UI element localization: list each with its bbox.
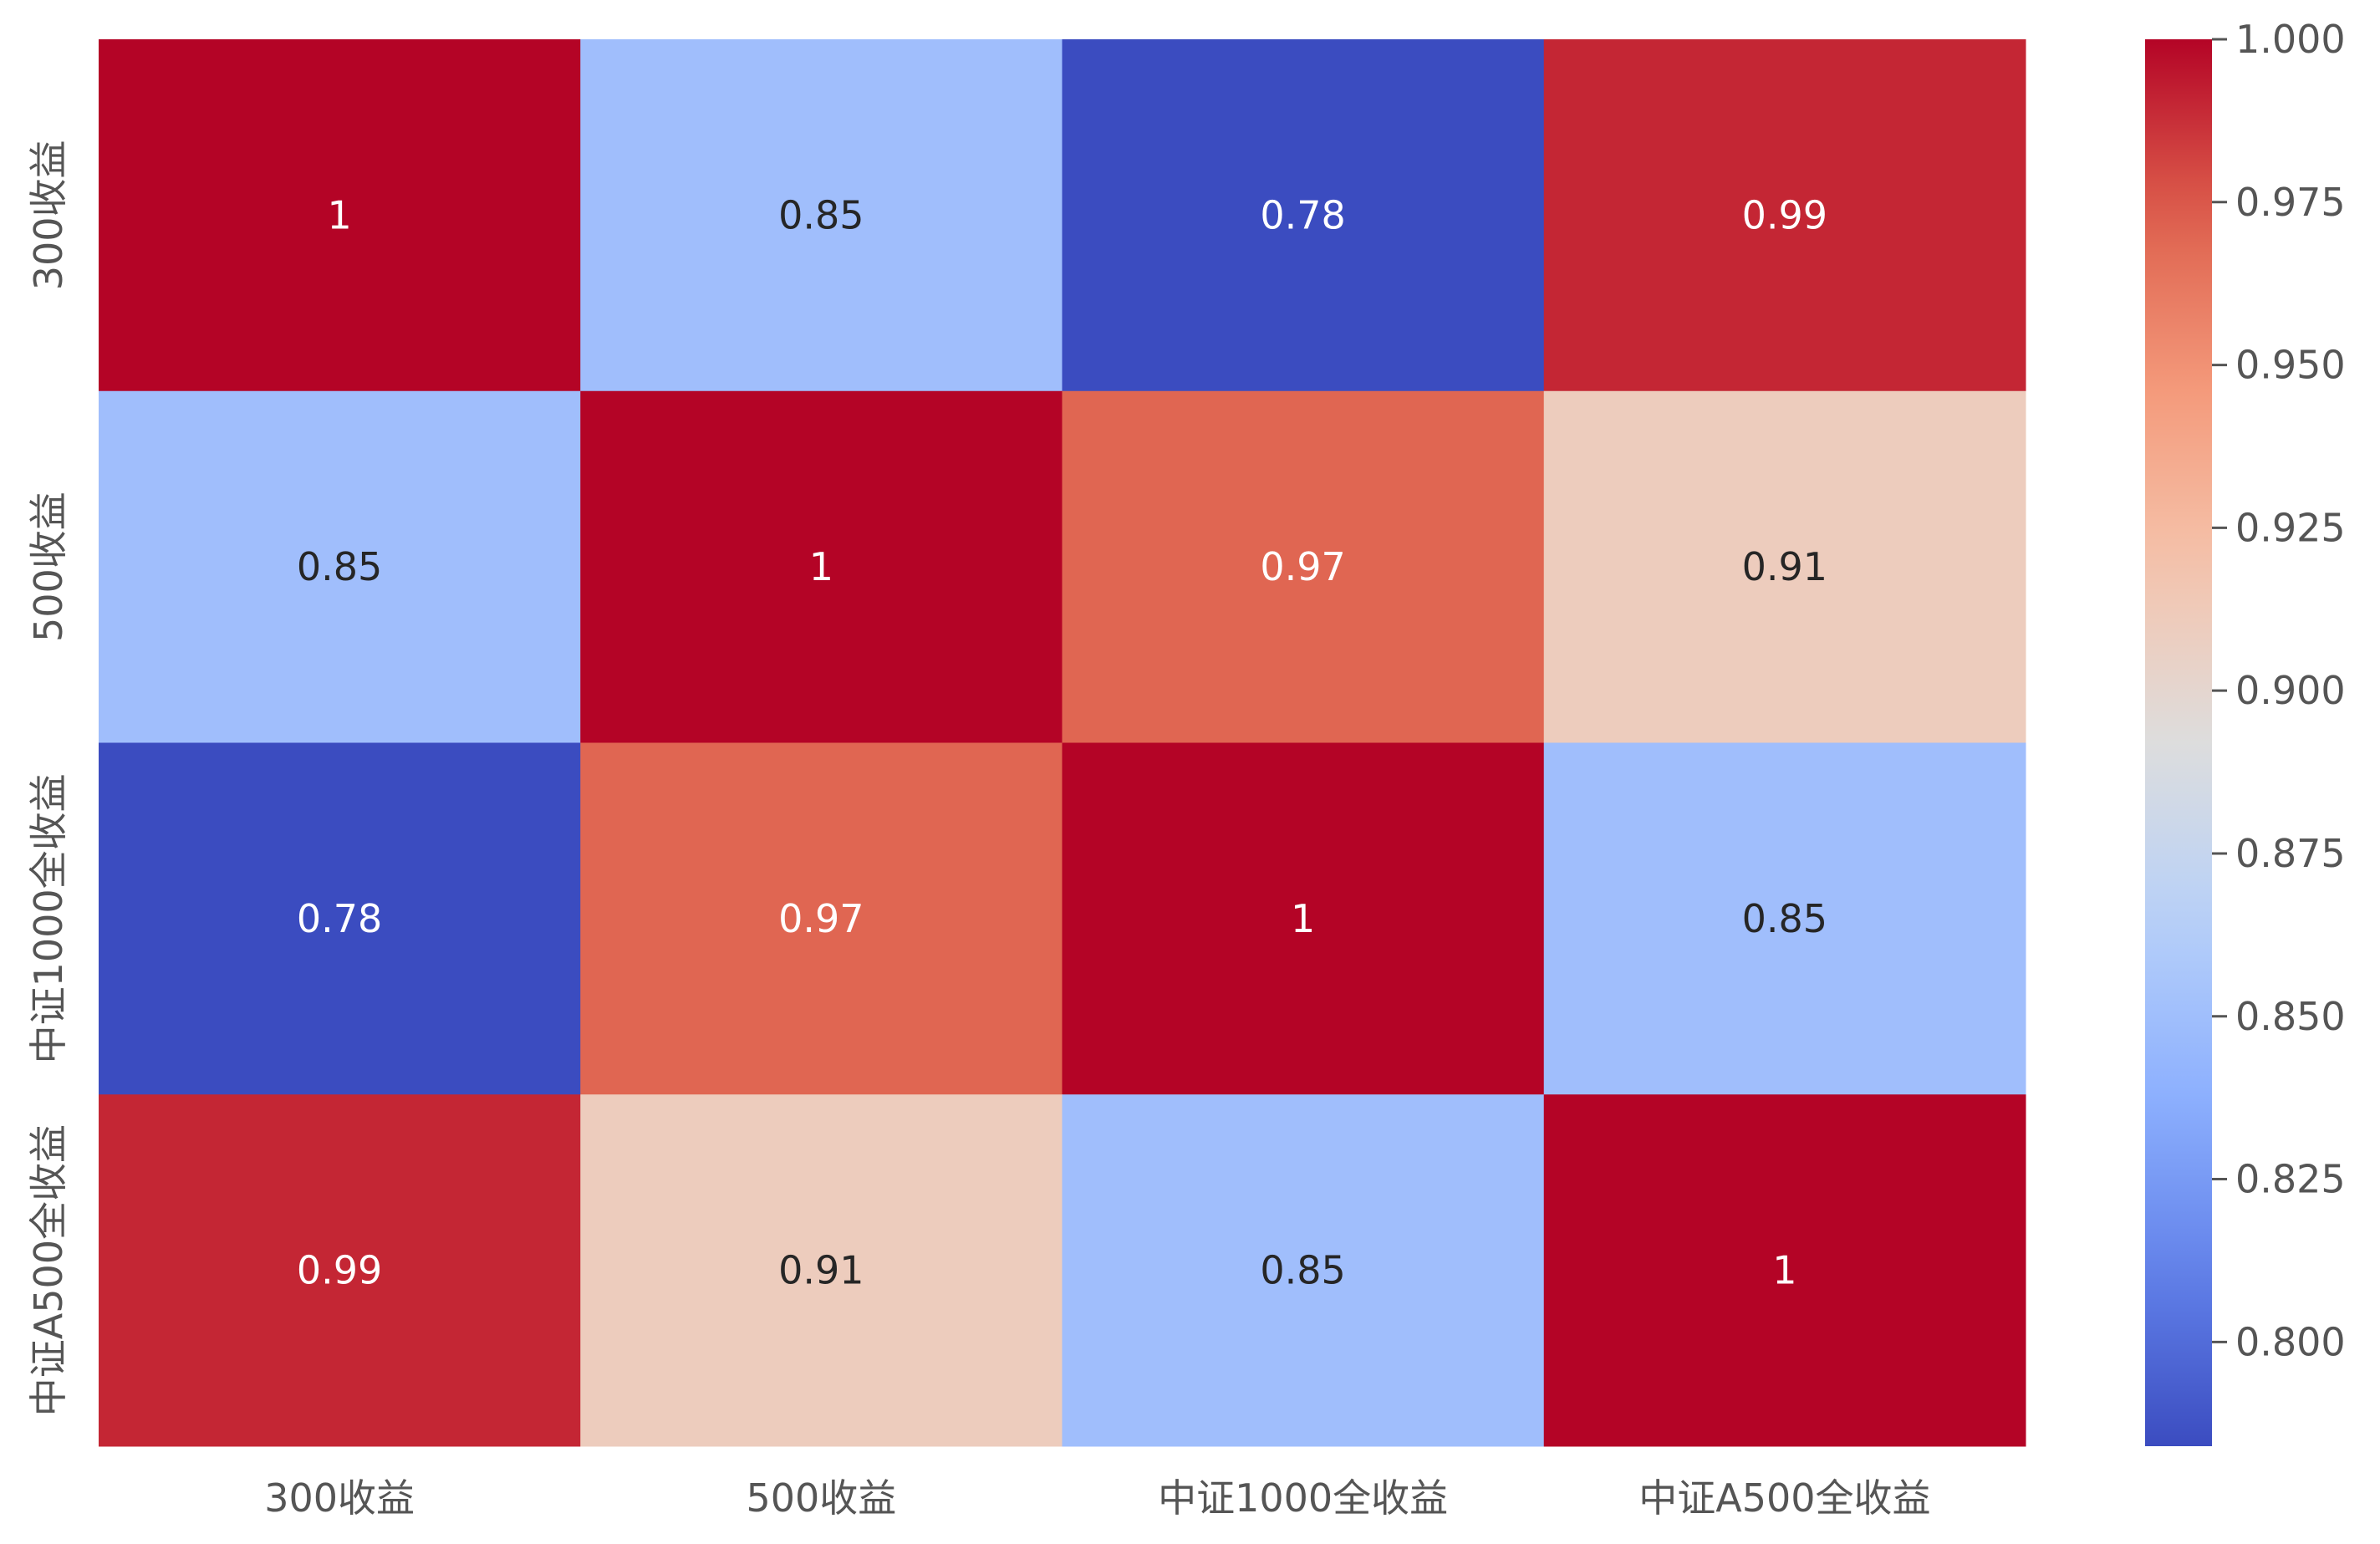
heatmap-cell — [99, 742, 581, 1095]
heatmap-cell — [1062, 39, 1545, 392]
cell-annotation: 0.85 — [297, 544, 382, 589]
colorbar-tick-label: 0.825 — [2235, 1157, 2346, 1202]
heatmap-cell — [99, 390, 581, 743]
heatmap-cell — [1062, 742, 1545, 1095]
colorbar-tick-label: 0.800 — [2235, 1319, 2346, 1364]
y-tick-label: 500收益 — [26, 492, 71, 642]
colorbar-tick-label: 0.875 — [2235, 831, 2346, 876]
y-tick-label: 中证1000全收益 — [26, 773, 71, 1063]
cell-annotation: 1 — [1772, 1248, 1796, 1293]
x-tick-label: 中证1000全收益 — [1158, 1475, 1448, 1521]
cell-annotation: 1 — [1291, 896, 1315, 941]
cell-annotation: 0.99 — [1742, 192, 1827, 237]
colorbar-tick-label: 0.950 — [2235, 343, 2346, 388]
colorbar-tick-label: 0.975 — [2235, 180, 2346, 225]
heatmap-cell — [1543, 742, 2026, 1095]
cell-annotation: 0.78 — [297, 896, 382, 941]
x-tick-label: 300收益 — [264, 1475, 415, 1521]
cell-annotation: 0.99 — [297, 1248, 382, 1293]
colorbar: 0.800 0.825 0.850 0.875 0.900 0.925 0.950 0.975… — [2145, 17, 2346, 1446]
cell-annotation: 0.85 — [1742, 896, 1827, 941]
colorbar-tick-label: 0.850 — [2235, 994, 2346, 1039]
heatmap-cell — [1062, 1094, 1545, 1447]
cell-annotation: 0.91 — [1742, 544, 1827, 589]
y-tick-label: 300收益 — [26, 140, 71, 290]
colorbar-tick-label: 1.000 — [2235, 17, 2346, 62]
colorbar-tick-label: 0.925 — [2235, 505, 2346, 550]
cell-annotation: 1 — [809, 544, 833, 589]
cell-annotation: 0.97 — [1260, 544, 1345, 589]
colorbar-tick-label: 0.900 — [2235, 668, 2346, 713]
cell-annotation: 1 — [327, 192, 351, 237]
heatmap-cell — [1543, 39, 2026, 392]
x-tick-label: 中证A500全收益 — [1638, 1475, 1930, 1521]
colorbar-ticks: 0.800 0.825 0.850 0.875 0.900 0.925 0.950 0.975… — [2212, 17, 2346, 1364]
colorbar-gradient — [2145, 39, 2212, 1446]
heatmap-cell — [580, 1094, 1063, 1447]
x-axis-tick-labels: 300收益 500收益 中证1000全收益 中证A500全收益 — [264, 1475, 1930, 1521]
cell-annotation: 0.85 — [778, 192, 864, 237]
heatmap-cell — [1543, 390, 2026, 743]
heatmap-annotations: 1 0.85 0.78 0.99 0.85 1 0.97 0.91 0.78 0.97 1 0.85 0… — [297, 192, 1827, 1292]
cell-annotation: 0.91 — [778, 1248, 864, 1293]
heatmap-cell — [99, 1094, 581, 1447]
cell-annotation: 0.85 — [1260, 1248, 1345, 1293]
heatmap-cells — [99, 39, 2026, 1447]
heatmap-cell — [1543, 1094, 2026, 1447]
x-tick-label: 500收益 — [746, 1475, 896, 1521]
heatmap-cell — [1062, 390, 1545, 743]
y-tick-label: 中证A500全收益 — [26, 1124, 71, 1416]
heatmap-cell — [99, 39, 581, 392]
heatmap-cell — [580, 742, 1063, 1095]
cell-annotation: 0.78 — [1260, 192, 1345, 237]
cell-annotation: 0.97 — [778, 896, 864, 941]
heatmap-cell — [580, 39, 1063, 392]
heatmap-cell — [580, 390, 1063, 743]
